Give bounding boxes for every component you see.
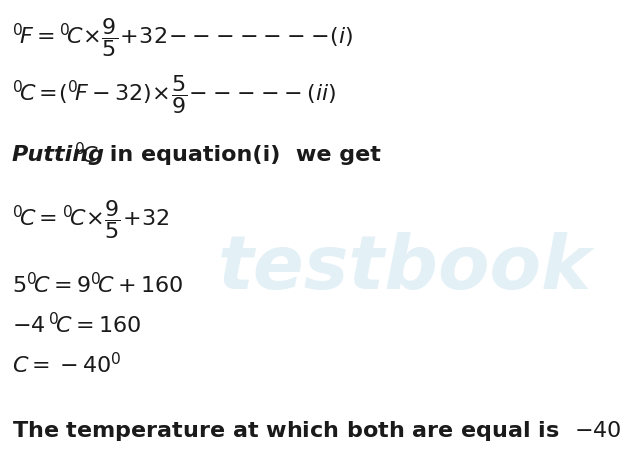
Text: $^{0}\!C$: $^{0}\!C$: [74, 143, 98, 168]
Text: $^{0}\!C = \!\left(^{0}\!F - 32\right)\!\times\!\dfrac{5}{9}\!-\!-\!-\!-\!-(ii)$: $^{0}\!C = \!\left(^{0}\!F - 32\right)\!…: [12, 74, 336, 117]
Text: testbook: testbook: [218, 232, 592, 305]
Text: in equation(i)  we get: in equation(i) we get: [102, 145, 381, 165]
Text: $^{0}\!F = {^{0}}\!C\!\times\!\dfrac{9}{5}\!+\!32\!-\!-\!-\!-\!-\!-\!-\!(i)$: $^{0}\!F = {^{0}}\!C\!\times\!\dfrac{9}{…: [12, 17, 353, 59]
Text: $5^{0}\!C = 9^{0}\!C + 160$: $5^{0}\!C = 9^{0}\!C + 160$: [12, 272, 183, 298]
Text: $C = -40^{0}$: $C = -40^{0}$: [12, 352, 121, 378]
Text: $^{0}\!C = {^{0}}\!C\!\times\!\dfrac{9}{5}\!+\!32$: $^{0}\!C = {^{0}}\!C\!\times\!\dfrac{9}{…: [12, 199, 169, 242]
Text: The temperature at which both are equal is  $-40^{0}$: The temperature at which both are equal …: [12, 415, 623, 444]
Text: Putting: Putting: [12, 145, 112, 165]
Text: $-4\,^{0}\!C = 160$: $-4\,^{0}\!C = 160$: [12, 313, 141, 338]
